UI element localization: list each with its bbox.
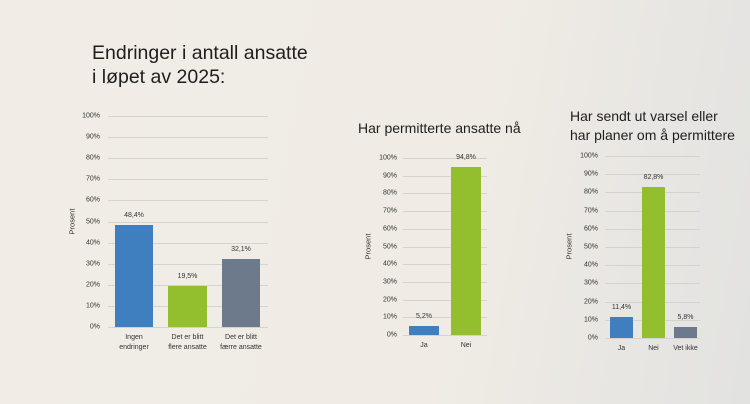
- y-tick-label: 50%: [583, 243, 598, 251]
- bar: [451, 167, 481, 335]
- gridline: [108, 264, 268, 265]
- gridline: [108, 200, 268, 201]
- y-tick-label: 10%: [583, 316, 598, 324]
- y-tick-label: 90%: [382, 172, 397, 180]
- gridline: [403, 229, 487, 230]
- y-tick-label: 60%: [583, 225, 598, 233]
- y-tick-label: 0%: [587, 334, 598, 342]
- x-category-label: Ja: [617, 345, 626, 352]
- chart-3-title: Har sendt ut varsel eller har planer om …: [570, 108, 735, 143]
- bar-value-label: 82,8%: [643, 174, 664, 182]
- y-tick-label: 30%: [583, 279, 598, 287]
- gridline: [403, 282, 487, 283]
- gridline: [403, 158, 487, 159]
- bar-value-label: 5,8%: [677, 314, 694, 322]
- x-category-label: Nei: [460, 342, 472, 349]
- y-tick-label: 90%: [583, 170, 598, 178]
- y-tick-label: 80%: [382, 189, 397, 197]
- x-category-label: Ja: [420, 342, 428, 349]
- chart-2-title: Har permitterte ansatte nå: [358, 120, 521, 136]
- y-tick-label: 50%: [85, 218, 100, 225]
- y-tick-label: 20%: [382, 296, 397, 304]
- bar: [610, 317, 633, 338]
- y-axis-label: Prosent: [363, 233, 373, 259]
- y-tick-label: 10%: [382, 313, 397, 321]
- gridline: [108, 243, 268, 244]
- y-tick-label: 70%: [382, 207, 397, 215]
- gridline: [108, 179, 268, 180]
- bar: [674, 327, 697, 338]
- bar: [222, 259, 260, 327]
- y-tick-label: 80%: [85, 154, 100, 162]
- gridline: [403, 300, 487, 301]
- gridline: [108, 327, 268, 328]
- y-tick-label: 100%: [379, 154, 397, 162]
- y-tick-label: 40%: [85, 239, 100, 247]
- y-tick-label: 90%: [85, 133, 100, 141]
- y-tick-label: 20%: [583, 298, 598, 306]
- gridline: [403, 176, 487, 177]
- bar: [409, 325, 439, 335]
- bar-value-label: 48,4%: [124, 211, 144, 219]
- y-tick-label: 0%: [386, 331, 397, 339]
- gridline: [108, 158, 268, 159]
- gridline: [605, 156, 700, 157]
- bar-value-label: 32,1%: [231, 246, 251, 254]
- gridline: [403, 193, 487, 194]
- gridline: [403, 264, 487, 265]
- y-tick-label: 50%: [382, 243, 397, 250]
- y-tick-label: 60%: [382, 225, 397, 233]
- gridline: [403, 211, 487, 212]
- bar-value-label: 94,8%: [456, 154, 476, 162]
- bar: [115, 224, 153, 327]
- y-axis-label: Prosent: [564, 233, 574, 260]
- gridline: [605, 338, 700, 339]
- gridline: [108, 222, 268, 223]
- bar-value-label: 19,5%: [177, 272, 198, 280]
- gridline: [108, 137, 268, 138]
- x-category-label: Ingen endringer: [119, 334, 149, 351]
- bar: [168, 285, 207, 327]
- x-category-label: Det er blitt flere ansatte: [168, 334, 207, 351]
- bar: [642, 187, 665, 338]
- y-tick-label: 80%: [583, 188, 598, 196]
- gridline: [108, 116, 268, 117]
- gridline: [108, 285, 268, 286]
- gridline: [403, 247, 487, 248]
- x-category-label: Nei: [648, 345, 659, 352]
- gridline: [605, 174, 700, 175]
- x-category-label: Vet ikke: [673, 345, 698, 352]
- y-tick-label: 40%: [583, 261, 598, 269]
- bar-value-label: 5,2%: [416, 312, 432, 320]
- y-tick-label: 20%: [85, 281, 100, 289]
- y-tick-label: 30%: [85, 260, 100, 268]
- y-tick-label: 30%: [382, 278, 397, 286]
- y-tick-label: 100%: [580, 152, 598, 160]
- gridline: [403, 335, 487, 336]
- y-tick-label: 60%: [85, 196, 100, 204]
- x-category-label: Det er blitt færre ansatte: [220, 334, 262, 351]
- y-tick-label: 40%: [382, 260, 397, 268]
- bar-value-label: 11,4%: [611, 304, 632, 312]
- y-tick-label: 70%: [85, 175, 100, 183]
- y-tick-label: 70%: [583, 207, 598, 215]
- y-tick-label: 100%: [82, 112, 100, 120]
- y-tick-label: 10%: [85, 302, 100, 310]
- y-axis-label: Prosent: [67, 208, 77, 234]
- gridline: [403, 317, 487, 318]
- y-tick-label: 0%: [89, 323, 100, 331]
- page-title: Endringer i antall ansatte i løpet av 20…: [92, 42, 308, 88]
